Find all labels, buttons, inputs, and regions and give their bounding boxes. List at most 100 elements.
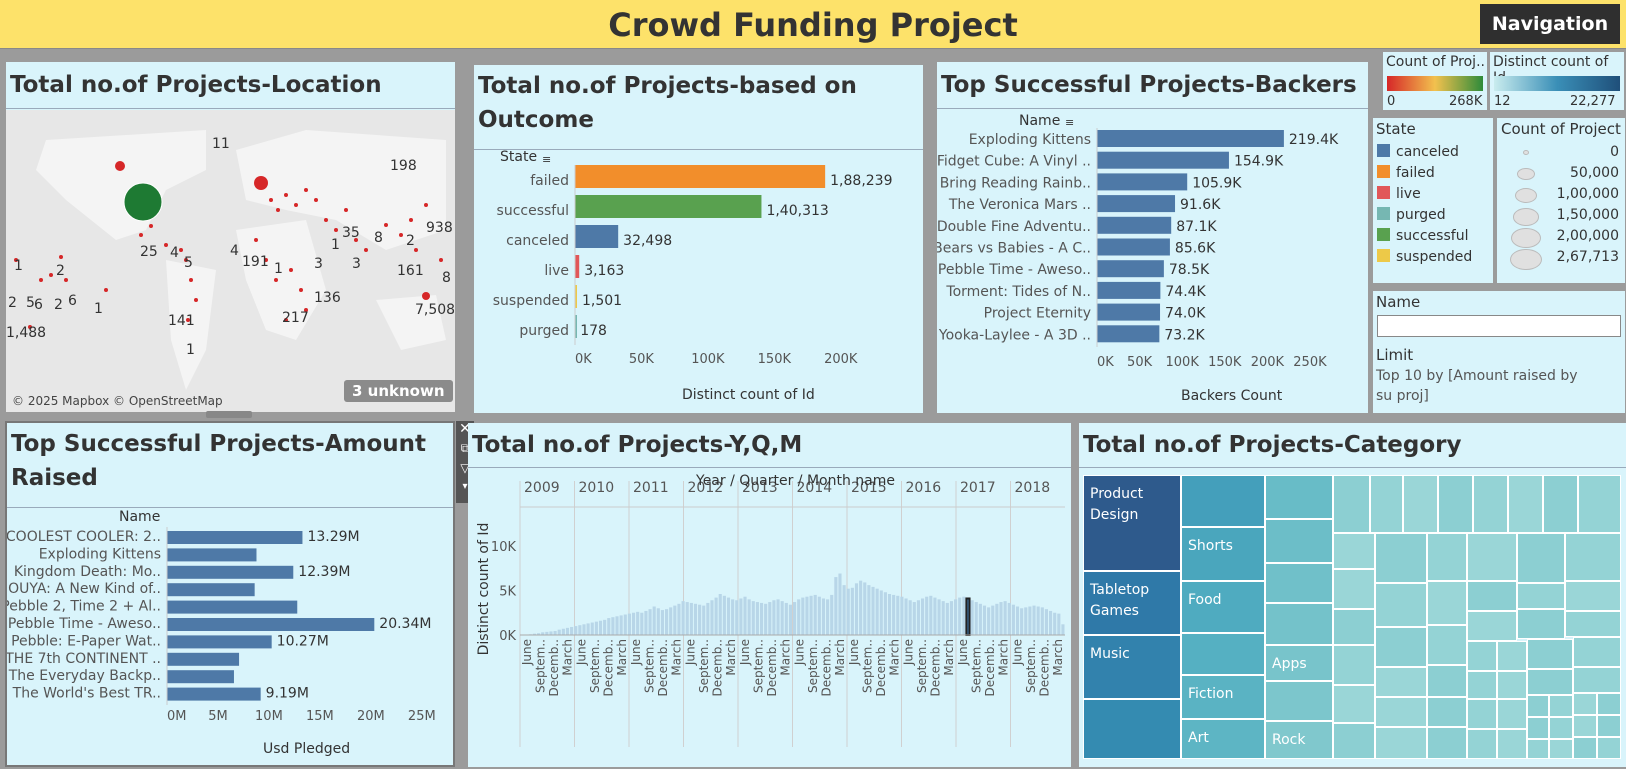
treemap-cell[interactable] [1370,475,1403,533]
bar-label[interactable]: failed [530,173,569,189]
bar-label[interactable]: The World's Best TR.. [12,686,161,702]
timeline-bar[interactable] [590,622,594,635]
timeline-axis-title[interactable]: Year / Quarter / Month name [696,473,895,489]
timeline-bar[interactable] [863,582,867,635]
timeline-bar[interactable] [677,603,681,635]
bar[interactable] [167,670,234,684]
timeline-bar[interactable] [1044,609,1048,635]
treemap-cell[interactable] [1549,739,1573,759]
bar[interactable] [1097,325,1160,343]
outcome-xlabel[interactable]: Distinct count of Id [682,387,815,403]
bar-label[interactable]: suspended [493,293,569,309]
timeline-bar[interactable] [623,614,627,635]
treemap-cell[interactable] [1527,717,1549,739]
treemap-cell[interactable] [1497,729,1527,759]
timeline-bar[interactable] [1015,606,1020,635]
timeline-bar[interactable] [669,607,673,635]
name-filter-input[interactable] [1377,315,1621,337]
treemap-cell[interactable] [1333,475,1370,533]
timeline-bar[interactable] [1040,607,1044,635]
treemap-cell[interactable] [1467,533,1517,581]
timeline-bar[interactable] [710,600,714,635]
bar-label[interactable]: The Veronica Mars .. [948,197,1091,213]
category-treemap[interactable]: Product Design Tabletop Games Music Shor… [1083,475,1621,759]
backers-name-header[interactable]: Name [1019,113,1061,129]
timeline-bar[interactable] [920,598,925,635]
treemap-cell[interactable] [1333,569,1375,609]
timeline-bar[interactable] [570,626,574,635]
bar[interactable] [167,652,240,666]
treemap-cell[interactable] [1497,641,1527,671]
timeline-bar[interactable] [764,603,768,635]
timeline-bar[interactable] [1048,610,1053,635]
bar-label[interactable]: Exploding Kittens [969,132,1091,148]
timeline-bar[interactable] [805,596,809,635]
state-legend-item[interactable]: suspended [1377,249,1472,265]
treemap-cell[interactable] [1508,475,1543,533]
timeline-bar[interactable] [801,597,805,635]
bar[interactable] [167,600,298,614]
year-label[interactable]: 2018 [1015,480,1051,496]
state-legend-item[interactable]: successful [1377,228,1468,244]
treemap-cell[interactable] [1375,533,1427,583]
bar-label[interactable]: Pebble 2, Time 2 + Al.. [7,599,161,615]
bar[interactable] [1097,303,1161,321]
treemap-other-a[interactable] [1083,699,1181,759]
timeline-bar[interactable] [904,598,908,635]
state-legend-item[interactable]: canceled [1377,144,1459,160]
timeline-bar[interactable] [813,594,817,635]
bar-label[interactable]: Bring Reading Rainb.. [940,175,1091,191]
treemap-cell[interactable] [1375,667,1427,697]
timeline-bar[interactable] [1036,606,1040,635]
timeline-bar[interactable] [607,618,611,635]
timeline-bar[interactable] [908,600,912,635]
timeline-bar[interactable] [640,612,644,635]
timeline-bar[interactable] [854,583,859,635]
timeline-bar[interactable] [1057,613,1061,635]
treemap-tabletop[interactable]: Tabletop Games [1083,571,1181,635]
bar-label[interactable]: Pebble: E-Paper Wat.. [11,633,161,649]
timeline-bar[interactable] [739,598,743,635]
timeline-bar[interactable] [929,595,933,635]
bar[interactable] [167,635,272,649]
treemap-cell[interactable] [1427,665,1467,697]
timeline-bar[interactable] [751,601,755,635]
treemap-food[interactable]: Food [1181,581,1265,633]
timeline-bar[interactable] [743,596,747,635]
timeline-bar[interactable] [826,599,830,635]
bar-label[interactable]: Double Fine Adventu.. [937,219,1091,235]
year-label[interactable]: 2012 [688,480,724,496]
timeline-bar[interactable] [780,601,784,635]
timeline-bar[interactable] [582,624,586,635]
treemap-other-h[interactable] [1265,681,1333,721]
state-header[interactable]: State [500,149,538,165]
bar[interactable] [1097,195,1176,213]
timeline-bar[interactable] [689,602,693,635]
timeline-bar[interactable] [974,602,978,635]
treemap-cell[interactable] [1467,581,1517,611]
treemap-cell[interactable] [1467,729,1497,759]
treemap-cell[interactable] [1427,727,1467,759]
timeline-bar[interactable] [850,587,854,635]
timeline-bar[interactable] [954,599,958,635]
timeline-bar[interactable] [714,597,718,635]
treemap-cell[interactable] [1527,639,1573,669]
year-label[interactable]: 2010 [579,480,615,496]
treemap-cell[interactable] [1333,609,1375,645]
timeline-bar[interactable] [541,632,545,635]
timeline-bar[interactable] [1032,605,1036,635]
timeline-bar[interactable] [1061,624,1065,635]
treemap-fiction[interactable]: Fiction [1181,675,1265,719]
treemap-cell[interactable] [1573,715,1597,737]
timeline-bar[interactable] [652,606,656,635]
treemap-cell[interactable] [1517,533,1565,583]
treemap-music[interactable]: Music [1083,635,1181,699]
timeline-bar[interactable] [611,617,615,635]
more-options-icon[interactable]: ▾ [462,481,468,492]
treemap-cell[interactable] [1467,641,1497,671]
timeline-bar[interactable] [726,597,731,635]
timeline-bar[interactable] [900,596,904,635]
count-legend[interactable]: Count of Proj.. 0 268K [1383,52,1487,110]
timeline-bar[interactable] [594,621,598,635]
treemap-cell[interactable] [1573,637,1621,667]
